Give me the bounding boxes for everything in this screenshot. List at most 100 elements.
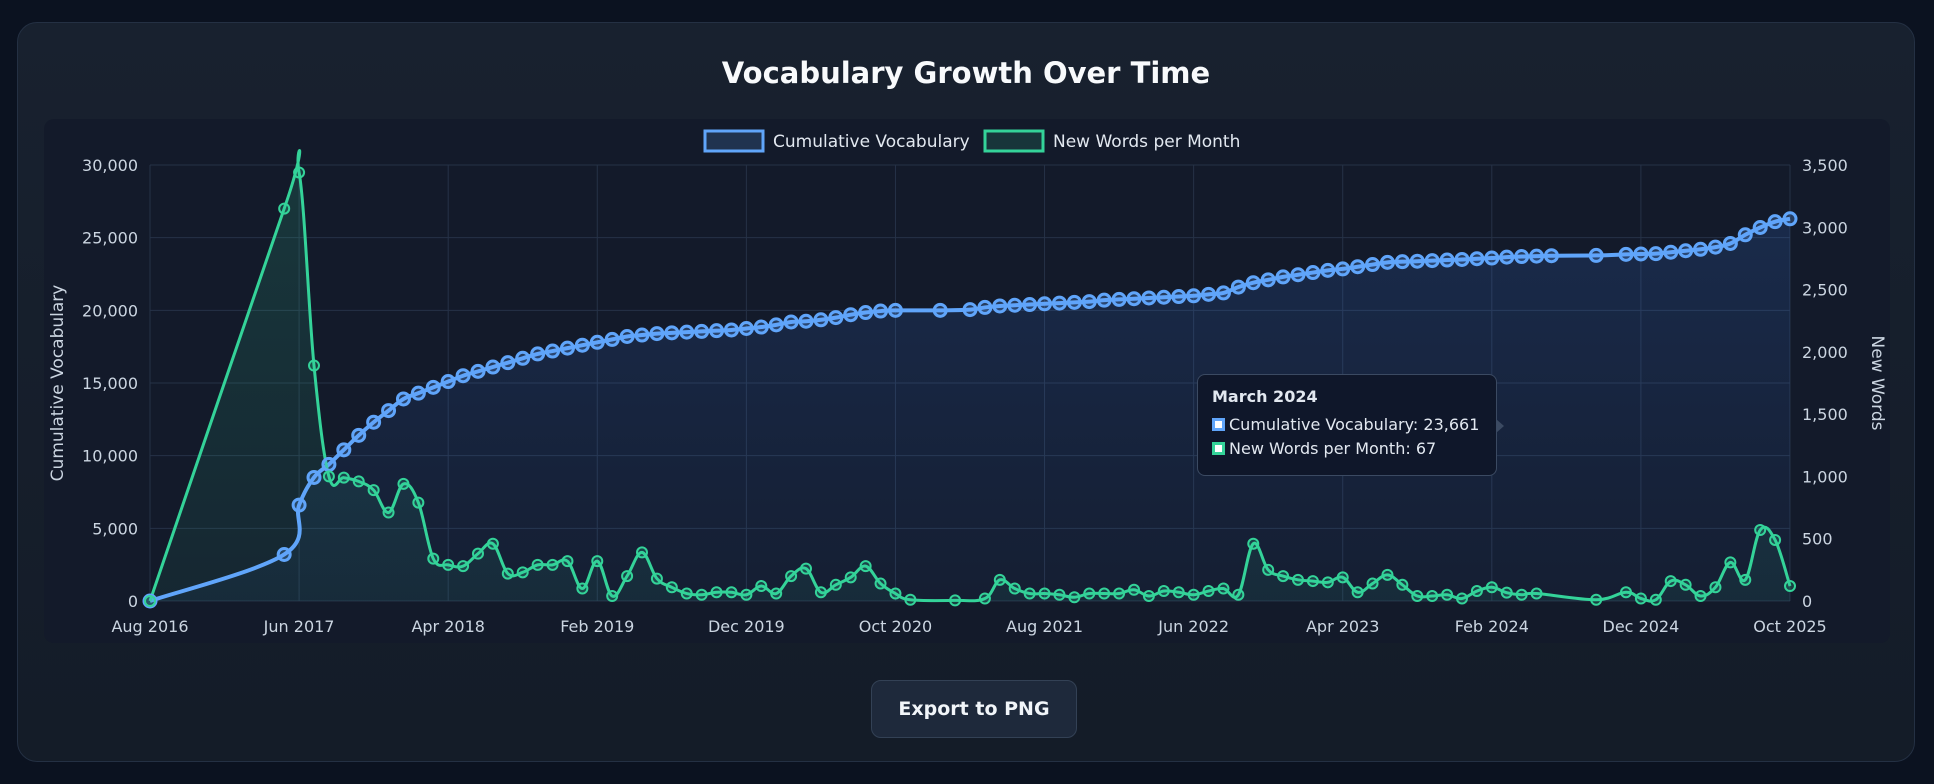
data-point[interactable] [1739,573,1752,586]
data-point[interactable] [977,299,993,315]
data-point[interactable] [501,567,514,580]
data-point[interactable] [1113,587,1126,600]
data-point[interactable] [962,302,978,318]
data-point[interactable] [978,592,991,605]
data-point[interactable] [1694,590,1707,603]
data-point[interactable] [710,586,723,599]
data-point[interactable] [351,427,367,443]
data-point[interactable] [144,595,156,607]
data-point[interactable] [1128,583,1140,596]
data-point[interactable] [889,587,902,600]
data-point[interactable] [768,317,784,333]
data-point[interactable] [740,588,753,601]
data-point[interactable] [559,340,575,356]
data-point[interactable] [545,343,561,359]
data-point[interactable] [440,374,456,390]
data-point[interactable] [1335,261,1351,277]
data-point[interactable] [306,469,322,485]
data-point[interactable] [1752,219,1768,235]
data-point[interactable] [1023,587,1036,600]
data-point[interactable] [1648,246,1664,262]
data-point[interactable] [650,572,663,585]
data-point[interactable] [395,391,411,407]
data-point[interactable] [753,319,769,335]
data-point[interactable] [589,334,605,350]
legend-swatch[interactable] [983,129,1045,153]
data-point[interactable] [843,307,859,323]
data-point[interactable] [606,590,619,603]
data-point[interactable] [844,571,857,584]
data-point[interactable] [1126,291,1142,307]
data-point[interactable] [695,588,708,601]
data-point[interactable] [1664,575,1677,588]
data-point[interactable] [591,555,604,568]
data-point[interactable] [1737,227,1753,243]
data-point[interactable] [1439,252,1455,268]
data-point[interactable] [1500,586,1513,599]
data-point[interactable] [1321,576,1334,589]
data-point[interactable] [887,302,903,318]
data-point[interactable] [1484,250,1500,266]
data-point[interactable] [455,368,471,384]
data-point[interactable] [1336,571,1349,584]
data-point[interactable] [1679,578,1692,591]
legend-swatch[interactable] [703,129,765,153]
data-point[interactable] [485,359,501,375]
data-point[interactable] [874,577,887,590]
data-point[interactable] [1409,253,1425,269]
data-point[interactable] [725,586,738,599]
data-point[interactable] [738,321,754,336]
data-point[interactable] [1365,257,1381,273]
data-point[interactable] [993,573,1006,586]
data-point[interactable] [1305,265,1321,281]
data-point[interactable] [382,506,395,519]
data-point[interactable] [515,350,531,366]
data-point[interactable] [1381,568,1394,581]
data-point[interactable] [1171,289,1187,305]
data-point[interactable] [1037,296,1053,312]
data-point[interactable] [1053,588,1066,601]
data-point[interactable] [500,355,516,371]
data-point[interactable] [1007,297,1023,313]
data-point[interactable] [1709,581,1722,594]
data-point[interactable] [1514,249,1530,265]
data-point[interactable] [1663,244,1679,260]
data-point[interactable] [604,331,620,347]
data-point[interactable] [1754,523,1767,536]
data-point[interactable] [486,537,499,550]
data-point[interactable] [814,586,827,599]
data-point[interactable] [397,477,410,490]
data-point[interactable] [1634,592,1647,605]
data-point[interactable] [1068,591,1081,604]
data-point[interactable] [1618,246,1634,262]
data-point[interactable] [293,166,306,179]
data-point[interactable] [1245,275,1261,291]
data-point[interactable] [1157,585,1170,598]
data-point[interactable] [1186,288,1202,304]
data-point[interactable] [949,594,962,607]
data-point[interactable] [1277,570,1290,583]
data-point[interactable] [873,303,889,319]
data-point[interactable] [1620,586,1632,599]
data-point[interactable] [1366,577,1379,590]
data-point[interactable] [457,560,470,573]
data-point[interactable] [1247,537,1260,550]
data-point[interactable] [366,414,382,430]
data-point[interactable] [1769,533,1782,546]
data-point[interactable] [1292,573,1304,586]
data-point[interactable] [770,587,783,600]
data-point[interactable] [1530,587,1543,600]
data-point[interactable] [1262,563,1275,576]
data-point[interactable] [1260,272,1276,288]
data-point[interactable] [1098,587,1111,600]
data-point[interactable] [636,546,648,559]
data-point[interactable] [531,558,544,571]
data-point[interactable] [321,456,337,472]
data-point[interactable] [412,496,425,509]
data-point[interactable] [576,582,589,595]
data-point[interactable] [574,337,590,353]
data-point[interactable] [1441,588,1454,601]
data-point[interactable] [427,552,440,565]
data-point[interactable] [621,570,634,583]
data-point[interactable] [1081,294,1097,310]
